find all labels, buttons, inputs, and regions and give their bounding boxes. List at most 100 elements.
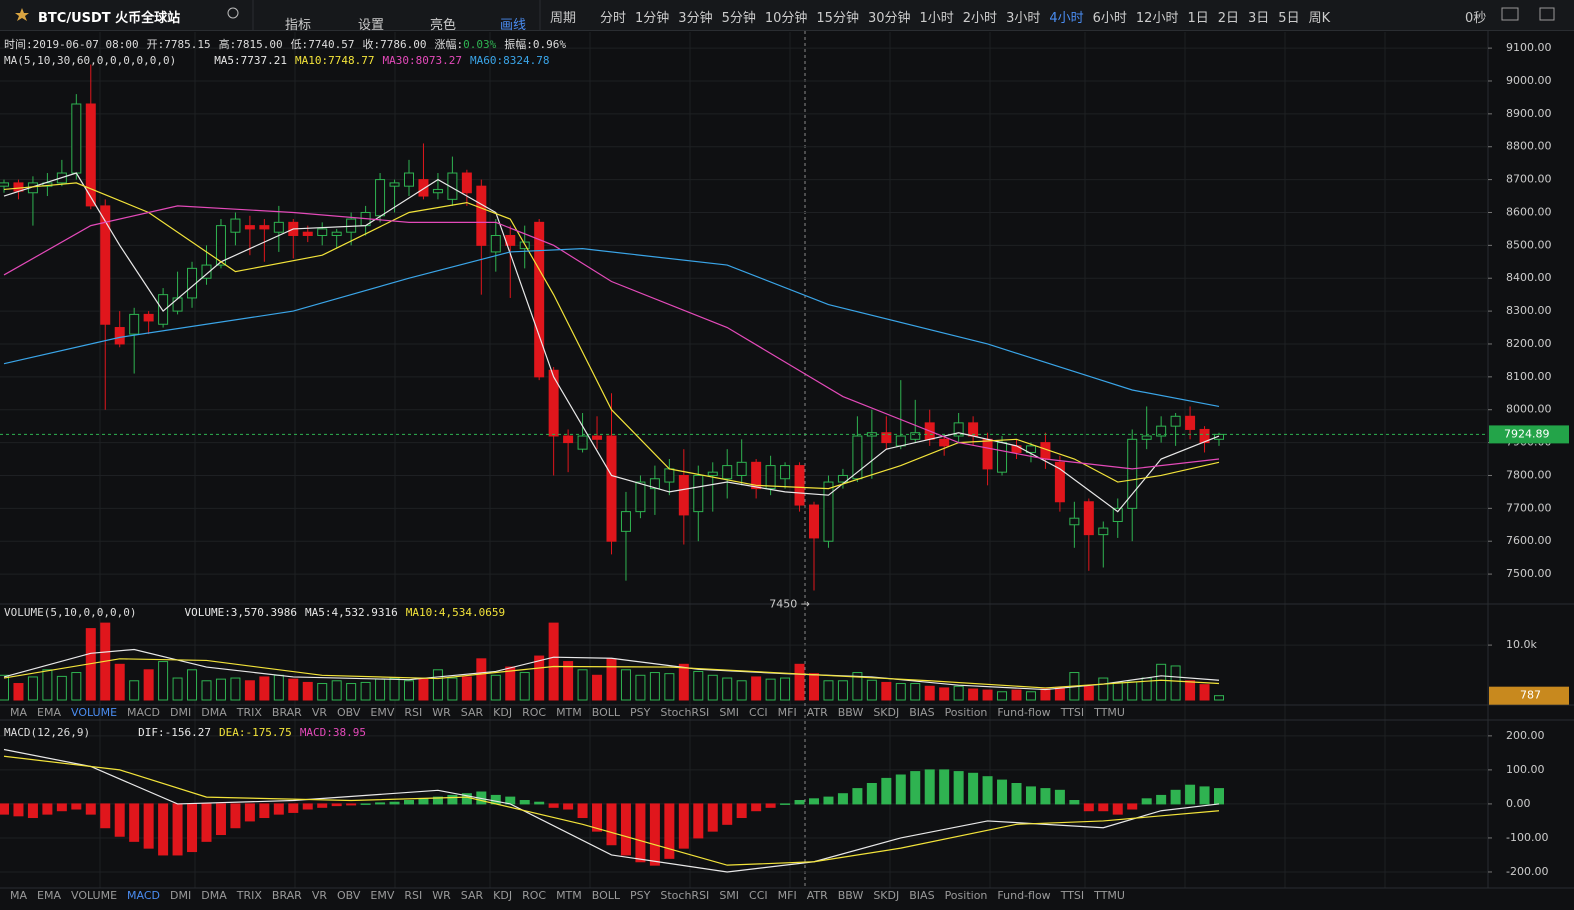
indicator-tab[interactable]: VOLUME [70, 889, 118, 902]
period[interactable]: 15分钟 [816, 11, 859, 26]
indicator-tab[interactable]: SAR [460, 889, 484, 902]
indicator-tab[interactable]: StochRSI [660, 706, 710, 719]
period[interactable]: 分时 [600, 11, 627, 26]
toolbar-button[interactable]: 亮色 [430, 18, 457, 33]
toolbar-button[interactable]: 指标 [285, 18, 312, 33]
indicator-tab[interactable]: VR [311, 889, 327, 902]
period[interactable]: 1小时 [919, 11, 954, 26]
indicator-tab[interactable]: TRIX [236, 706, 262, 719]
indicator-tab[interactable]: BRAR [271, 889, 302, 902]
info-value: 0.96% [532, 38, 567, 51]
indicator-tab[interactable]: SKDJ [873, 889, 900, 902]
indicator-tab[interactable]: ATR [806, 889, 828, 902]
indicator-tab[interactable]: TTSI [1060, 706, 1085, 719]
period[interactable]: 5分钟 [721, 11, 756, 26]
period[interactable]: 5日 [1278, 11, 1300, 26]
indicator-tab[interactable]: VR [311, 706, 327, 719]
indicator-tab[interactable]: Position [944, 889, 988, 902]
indicator-tab[interactable]: MFI [777, 706, 797, 719]
candle-body [1083, 501, 1094, 536]
indicator-tab[interactable]: MFI [777, 889, 797, 902]
indicator-tab[interactable]: RSI [404, 706, 423, 719]
indicator-tab[interactable]: CCI [749, 889, 768, 902]
period[interactable]: 2小时 [962, 11, 998, 26]
indicator-tab[interactable]: BBW [837, 889, 864, 902]
indicator-tab[interactable]: DMA [201, 889, 227, 902]
star-icon[interactable] [15, 8, 29, 21]
indicator-tab[interactable]: EMA [37, 889, 61, 902]
indicator-tab[interactable]: PSY [630, 706, 651, 719]
period[interactable]: 3分钟 [678, 11, 713, 26]
indicator-tab[interactable]: OBV [337, 889, 361, 902]
period[interactable]: 1分钟 [635, 11, 670, 26]
indicator-tab[interactable]: PSY [630, 889, 651, 902]
indicator-tab[interactable]: BIAS [909, 889, 935, 902]
indicator-tab[interactable]: MTM [556, 706, 582, 719]
indicator-tab[interactable]: TRIX [236, 889, 262, 902]
indicator-tab[interactable]: Fund-flow [997, 706, 1051, 719]
candle-body [230, 218, 241, 233]
indicator-tab[interactable]: TTMU [1094, 706, 1125, 719]
bar [215, 803, 226, 836]
bar [201, 680, 212, 701]
price-info: 时间:2019-06-07 08:00 开:7785.15 高:7815.00 低:7… [4, 36, 566, 52]
indicator-tab[interactable]: SMI [719, 889, 740, 902]
period[interactable]: 4小时 [1049, 11, 1084, 26]
fullscreen-icon[interactable] [1539, 7, 1555, 21]
camera-icon[interactable] [1501, 7, 1519, 21]
indicator-tab[interactable]: MACD [127, 706, 161, 719]
indicator-tab[interactable]: DMI [170, 706, 192, 719]
period[interactable]: 10分钟 [764, 11, 808, 26]
indicator-tab[interactable]: ATR [806, 706, 828, 719]
indicator-tab[interactable]: KDJ [493, 889, 513, 902]
indicator-tab[interactable]: TTSI [1060, 889, 1085, 902]
indicator-tab[interactable]: OBV [337, 706, 361, 719]
period[interactable]: 周K [1308, 11, 1331, 26]
indicator-tab[interactable]: BIAS [909, 706, 935, 719]
indicator-tab[interactable]: CCI [749, 706, 768, 719]
period[interactable]: 2日 [1217, 11, 1240, 26]
indicator-tab[interactable]: Position [944, 706, 988, 719]
indicator-tab[interactable]: SAR [460, 706, 484, 719]
bar [1199, 684, 1210, 701]
indicator-tab[interactable]: TTMU [1094, 889, 1125, 902]
symbol[interactable]: BTC/USDT 火币全球站 [38, 11, 181, 26]
period[interactable]: 12小时 [1135, 11, 1179, 26]
indicator-tab[interactable]: BBW [837, 706, 864, 719]
indicator-tab[interactable]: EMV [370, 706, 395, 719]
candle-body [259, 225, 270, 230]
indicator-tab[interactable]: SKDJ [873, 706, 900, 719]
indicator-tab[interactable]: KDJ [493, 706, 513, 719]
indicator-tab[interactable]: Fund-flow [997, 889, 1051, 902]
indicator-tab[interactable]: BOLL [591, 889, 621, 902]
indicator-tab[interactable]: WR [432, 706, 451, 719]
indicator-tab[interactable]: MA [10, 706, 28, 719]
indicator-tab[interactable]: EMV [370, 889, 395, 902]
period[interactable]: 1日 [1187, 11, 1209, 26]
period[interactable]: 6小时 [1092, 11, 1127, 26]
period[interactable]: 3日 [1248, 11, 1270, 26]
indicator-tab[interactable]: EMA [37, 706, 61, 719]
period-menu[interactable]: 周期 [550, 11, 577, 26]
indicator-tab[interactable]: ROC [522, 706, 547, 719]
indicator-tab[interactable]: MTM [556, 889, 582, 902]
indicator-tab[interactable]: BOLL [591, 706, 621, 719]
bar [331, 803, 342, 807]
toolbar-button[interactable]: 设置 [358, 18, 385, 33]
period[interactable]: 3小时 [1006, 11, 1041, 26]
indicator-tab[interactable]: StochRSI [660, 889, 710, 902]
indicator-tab[interactable]: RSI [404, 889, 423, 902]
indicator-tab[interactable]: VOLUME [70, 706, 118, 719]
indicator-tab[interactable]: WR [432, 889, 451, 902]
indicator-tab[interactable]: DMA [201, 706, 227, 719]
indicator-tab[interactable]: MACD [127, 889, 161, 902]
indicator-tab[interactable]: BRAR [271, 706, 302, 719]
bar [823, 796, 834, 805]
indicator-tab[interactable]: ROC [522, 889, 547, 902]
indicator-tab[interactable]: DMI [170, 889, 192, 902]
indicator-tab[interactable]: SMI [719, 706, 740, 719]
indicator-tab[interactable]: MA [10, 889, 28, 902]
toolbar-button[interactable]: 画线 [500, 18, 527, 33]
search-icon[interactable] [227, 7, 239, 19]
period[interactable]: 30分钟 [867, 11, 911, 26]
